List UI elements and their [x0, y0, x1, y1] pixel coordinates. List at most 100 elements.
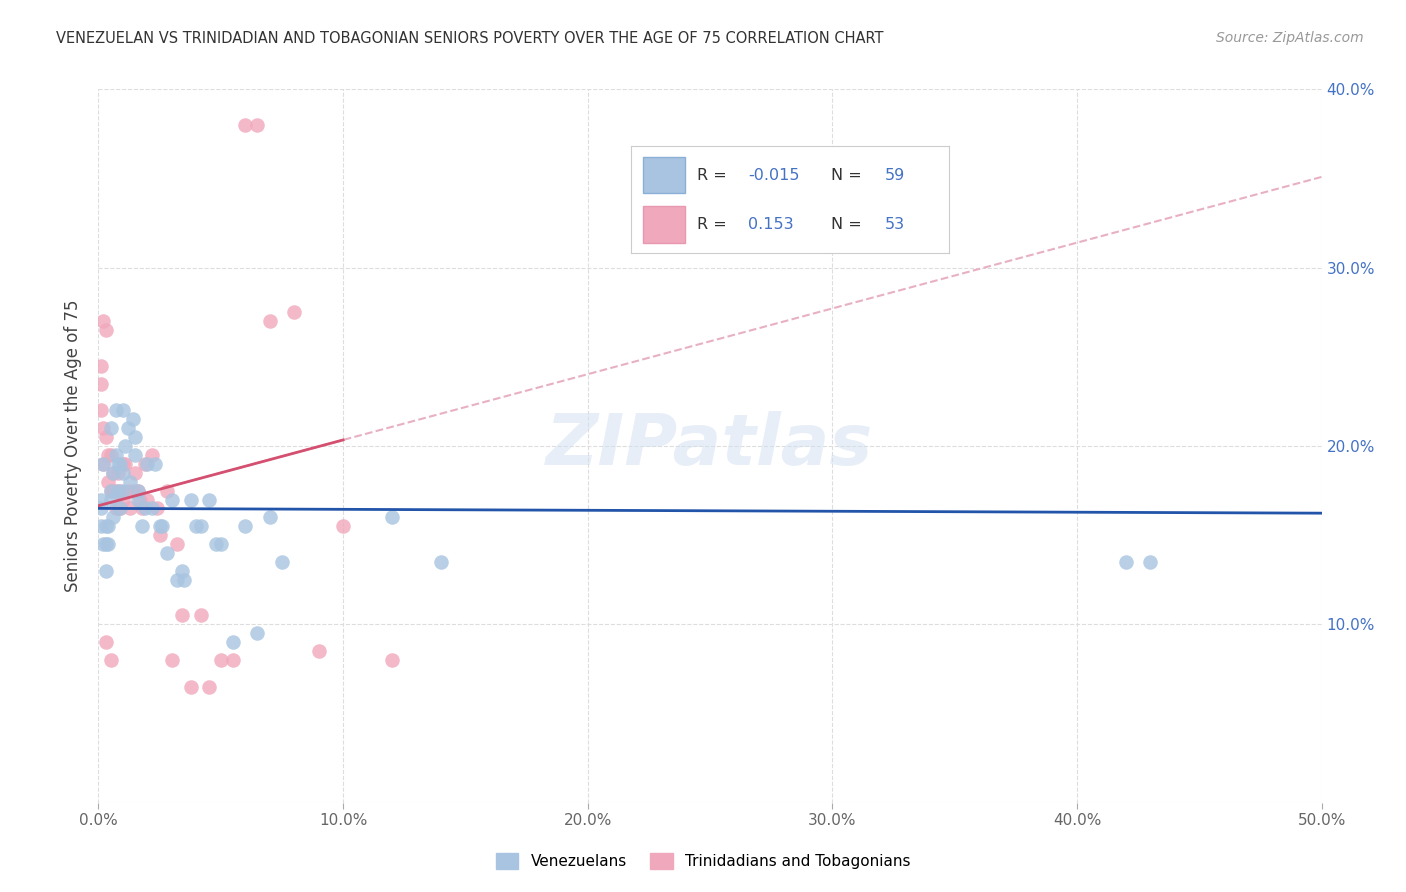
Point	[107, 483, 129, 498]
Point	[141, 501, 163, 516]
Point	[90, 403, 112, 417]
Point	[129, 492, 152, 507]
Point	[104, 483, 127, 498]
Point	[111, 466, 134, 480]
Point	[283, 305, 305, 319]
Point	[1139, 555, 1161, 569]
Point	[90, 492, 112, 507]
Point	[270, 555, 294, 569]
Point	[91, 421, 114, 435]
Point	[94, 635, 117, 649]
Point	[190, 608, 212, 623]
Point	[141, 448, 163, 462]
Point	[166, 573, 188, 587]
Point	[170, 564, 193, 578]
Point	[114, 439, 136, 453]
Y-axis label: Seniors Poverty Over the Age of 75: Seniors Poverty Over the Age of 75	[65, 300, 83, 592]
Point	[107, 457, 129, 471]
Point	[209, 653, 232, 667]
Point	[90, 519, 112, 533]
Text: -0.015: -0.015	[748, 168, 800, 183]
Point	[170, 608, 193, 623]
Point	[332, 519, 354, 533]
Point	[97, 537, 120, 551]
Point	[197, 680, 219, 694]
Point	[100, 483, 122, 498]
Point	[94, 537, 117, 551]
Point	[97, 448, 120, 462]
Point	[259, 314, 281, 328]
Point	[104, 448, 127, 462]
Point	[107, 466, 129, 480]
Point	[104, 403, 127, 417]
Point	[127, 483, 149, 498]
Point	[94, 323, 117, 337]
Point	[111, 492, 134, 507]
Point	[120, 475, 142, 489]
Point	[124, 430, 146, 444]
Point	[246, 626, 269, 640]
Point	[186, 519, 208, 533]
Point	[121, 412, 143, 426]
Point	[136, 492, 159, 507]
Point	[190, 519, 212, 533]
Point	[131, 501, 153, 516]
Point	[91, 314, 114, 328]
Point	[146, 501, 169, 516]
Point	[156, 483, 179, 498]
Point	[111, 403, 134, 417]
Point	[94, 430, 117, 444]
Text: N =: N =	[831, 217, 866, 232]
Point	[97, 475, 120, 489]
Point	[110, 501, 132, 516]
Point	[381, 510, 404, 524]
Point	[180, 492, 202, 507]
Point	[111, 483, 134, 498]
Point	[101, 466, 124, 480]
FancyBboxPatch shape	[643, 206, 685, 243]
Point	[110, 501, 132, 516]
Point	[104, 501, 127, 516]
Point	[100, 448, 122, 462]
Point	[143, 457, 166, 471]
Point	[97, 519, 120, 533]
Point	[117, 483, 139, 498]
Legend: Venezuelans, Trinidadians and Tobagonians: Venezuelans, Trinidadians and Tobagonian…	[489, 847, 917, 875]
Point	[150, 519, 173, 533]
Point	[222, 653, 245, 667]
Point	[160, 492, 183, 507]
Point	[233, 519, 256, 533]
Text: VENEZUELAN VS TRINIDADIAN AND TOBAGONIAN SENIORS POVERTY OVER THE AGE OF 75 CORR: VENEZUELAN VS TRINIDADIAN AND TOBAGONIAN…	[56, 31, 884, 46]
Point	[117, 421, 139, 435]
Point	[149, 528, 172, 542]
Point	[134, 501, 156, 516]
Point	[209, 537, 232, 551]
Point	[1115, 555, 1137, 569]
Point	[94, 564, 117, 578]
Point	[246, 118, 269, 132]
Point	[127, 483, 149, 498]
Point	[101, 466, 124, 480]
Point	[111, 457, 134, 471]
Point	[259, 510, 281, 524]
Point	[90, 376, 112, 391]
Point	[197, 492, 219, 507]
Point	[127, 492, 149, 507]
Text: R =: R =	[697, 168, 733, 183]
Point	[156, 546, 179, 560]
Point	[101, 510, 124, 524]
Point	[90, 501, 112, 516]
Point	[134, 457, 156, 471]
Point	[381, 653, 404, 667]
Point	[205, 537, 228, 551]
Text: 59: 59	[884, 168, 905, 183]
Text: R =: R =	[697, 217, 737, 232]
Point	[173, 573, 195, 587]
Point	[90, 359, 112, 373]
Text: Source: ZipAtlas.com: Source: ZipAtlas.com	[1216, 31, 1364, 45]
Point	[114, 457, 136, 471]
Point	[100, 653, 122, 667]
Point	[166, 537, 188, 551]
Point	[124, 448, 146, 462]
Point	[124, 466, 146, 480]
